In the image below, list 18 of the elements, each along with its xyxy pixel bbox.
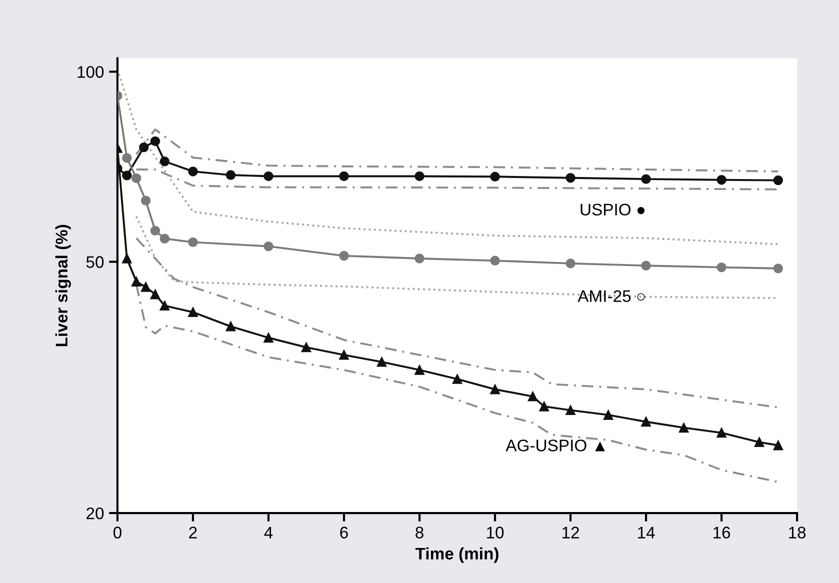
series-label: AMI-25 ○ bbox=[578, 290, 645, 302]
y-tick-label: 100 bbox=[78, 66, 104, 78]
x-tick-label: 8 bbox=[416, 526, 424, 538]
x-tick-label: 18 bbox=[789, 526, 806, 538]
x-tick-label: 14 bbox=[638, 526, 655, 538]
x-tick-label: 2 bbox=[189, 526, 197, 538]
series-label: USPIO ● bbox=[580, 204, 645, 216]
x-axis-title: Time (min) bbox=[415, 547, 498, 563]
x-tick-label: 6 bbox=[340, 526, 348, 538]
x-tick-label: 10 bbox=[487, 526, 504, 538]
x-tick-label: 0 bbox=[113, 526, 122, 538]
series-label: AG-USPIO ▲ bbox=[506, 440, 605, 452]
x-tick-label: 4 bbox=[264, 526, 273, 538]
x-tick-label: 12 bbox=[562, 526, 579, 538]
y-tick-label: 20 bbox=[86, 507, 104, 520]
x-tick-label: 16 bbox=[714, 526, 730, 538]
y-tick-label: 50 bbox=[86, 256, 104, 268]
y-axis-title: Liver signal (%) bbox=[55, 224, 71, 346]
